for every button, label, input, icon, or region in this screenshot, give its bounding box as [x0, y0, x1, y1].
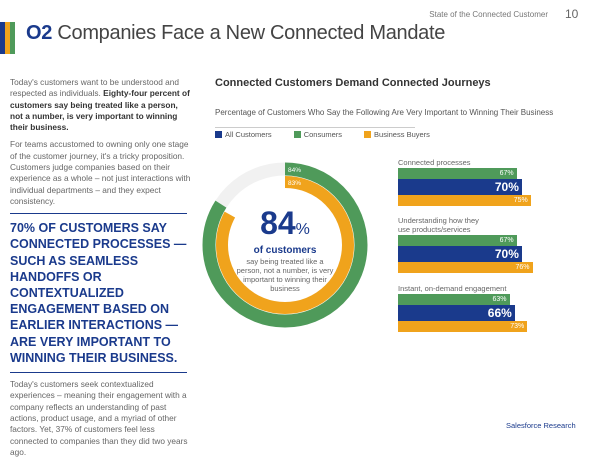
brand-stripe-blue [0, 22, 5, 54]
legend-item: Business Buyers [364, 130, 430, 139]
section-number: O2 [26, 22, 53, 44]
donut-label-consumers: 84% [288, 167, 301, 174]
bar-business-buyers: 75% [398, 195, 531, 206]
bar-all-customers: 70% [398, 179, 522, 195]
divider [10, 372, 187, 374]
bar-all-customers: 66% [398, 305, 515, 321]
page-title: O2 Companies Face a New Connected Mandat… [26, 22, 445, 45]
running-title: State of the Connected Customer [429, 10, 548, 19]
bar-business-buyers: 76% [398, 262, 533, 273]
donut-label: of customers [253, 245, 317, 256]
donut-chart: 84% 83% [202, 162, 368, 328]
bar-category-label: Understanding how they use products/serv… [398, 216, 479, 234]
legend-label: All Customers [225, 130, 272, 139]
bar-all-customers: 70% [398, 246, 522, 262]
legend-item: Consumers [293, 130, 343, 139]
legend-swatch [293, 131, 301, 138]
intro-plain: Today's customers want to be understood … [10, 77, 180, 99]
bar-consumers: 67% [398, 168, 517, 179]
title-text: Companies Face a New Connected Mandate [57, 22, 446, 44]
page-number: 10 [565, 7, 579, 21]
callout-quote: 70% of customers say connected processes… [10, 221, 187, 365]
brand-stripe-green [10, 22, 15, 54]
donut-label-business: 83% [288, 180, 301, 187]
donut-caption: say being treated like a person, not a n… [236, 257, 334, 293]
chart-title: Connected Customers Demand Connected Jou… [215, 77, 491, 89]
legend-item: All Customers [215, 130, 272, 139]
paragraph-3: Today's customers seek contextualized ex… [10, 379, 188, 457]
left-column: Today's customers want to be understood … [10, 77, 192, 458]
legend-label: Business Buyers [374, 130, 430, 139]
paragraph-2: For teams accustomed to owning only one … [10, 139, 191, 206]
divider [10, 213, 187, 215]
bar-category-label: Instant, on-demand engagement [398, 284, 507, 293]
source-footer: Salesforce Research [506, 421, 576, 430]
chart-subtitle: Percentage of Customers Who Say the Foll… [215, 108, 554, 117]
donut-unit: % [295, 221, 310, 238]
bar-business-buyers: 73% [398, 321, 528, 332]
donut-ring-business-buyers [216, 176, 354, 314]
bar-category-label: Connected processes [398, 158, 471, 167]
donut-ring-consumers [202, 162, 368, 328]
legend-rule [215, 127, 415, 128]
bar-consumers: 67% [398, 235, 517, 246]
donut-center: 84% of customers say being treated like … [230, 205, 340, 293]
legend-swatch [215, 131, 222, 138]
intro-paragraph: Today's customers want to be understood … [10, 77, 192, 133]
bar-consumers: 63% [398, 294, 510, 305]
donut-big-value: 84 [260, 205, 296, 241]
legend-label: Consumers [303, 130, 343, 139]
brand-stripe-orange [5, 22, 10, 54]
legend-swatch [364, 131, 372, 138]
legend: All Customers Consumers Business Buyers [215, 130, 430, 139]
intro-bold: Eighty-four percent of customers say bei… [10, 88, 190, 133]
